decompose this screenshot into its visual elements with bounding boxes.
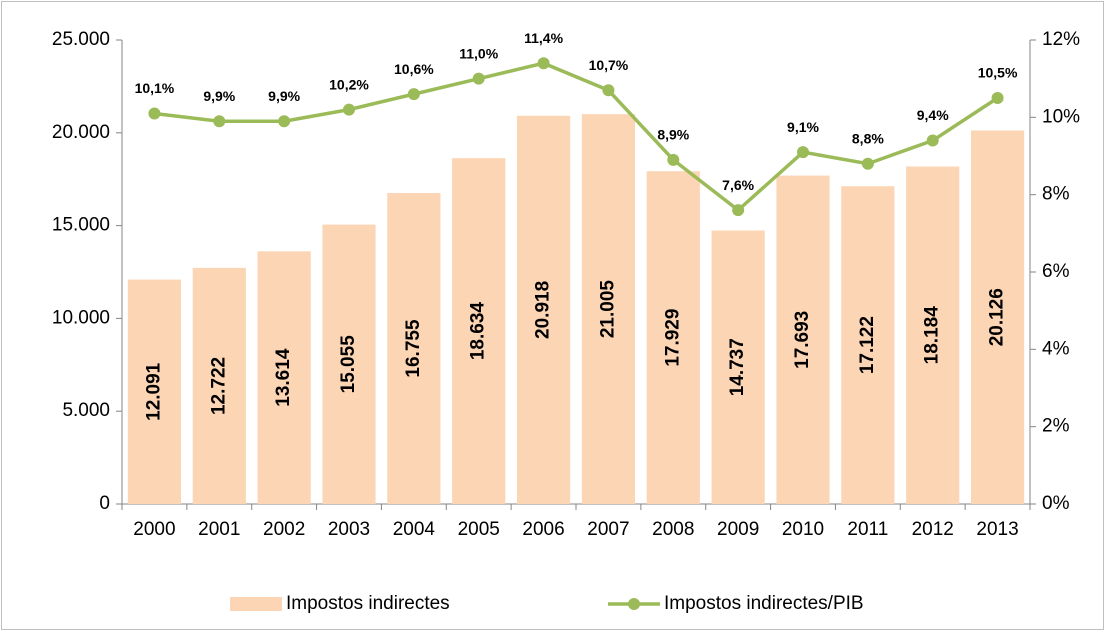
y-tick-label: 20.000 — [52, 122, 110, 143]
line-label: 9,9% — [268, 88, 300, 104]
x-tick-label: 2012 — [912, 519, 954, 540]
line-marker — [407, 88, 420, 101]
x-tick-label: 2011 — [847, 519, 888, 540]
y2-tick-label: 0% — [1042, 493, 1070, 514]
legend-swatch — [230, 597, 282, 611]
legend-label: Impostos indirectes — [286, 593, 450, 614]
line-marker — [213, 115, 226, 128]
line-marker — [667, 153, 680, 166]
line-marker — [602, 84, 615, 97]
bar — [257, 251, 311, 504]
y2-tick-label: 2% — [1042, 416, 1070, 437]
x-tick-label: 2004 — [393, 519, 436, 540]
line-label: 11,4% — [524, 30, 563, 46]
bar — [906, 166, 960, 505]
line-label: 9,1% — [787, 119, 819, 135]
x-tick-label: 2008 — [652, 519, 694, 540]
line-marker — [537, 57, 550, 70]
line-marker — [797, 146, 809, 159]
line-label: 10,1% — [135, 80, 175, 96]
y2-tick-label: 8% — [1042, 184, 1070, 205]
bar — [776, 175, 830, 504]
bar-label: 21.005 — [597, 280, 618, 339]
y2-tick-label: 12% — [1042, 29, 1080, 50]
bar-label: 13.614 — [273, 348, 294, 407]
line-label: 10,7% — [589, 57, 629, 73]
line-marker — [148, 107, 161, 120]
bar — [127, 279, 182, 504]
bar — [646, 171, 700, 504]
x-tick-label: 2007 — [587, 519, 629, 540]
line-label: 10,5% — [978, 65, 1018, 81]
legend-marker — [628, 598, 640, 610]
bar — [516, 115, 571, 505]
bar-label: 12.722 — [208, 357, 229, 415]
y-tick-label: 0 — [99, 493, 110, 514]
x-tick-label: 2000 — [133, 519, 175, 540]
bar — [581, 114, 636, 504]
line-label: 7,6% — [722, 177, 754, 193]
bar — [452, 158, 506, 504]
line-label: 9,4% — [917, 107, 949, 123]
line-label: 8,9% — [657, 127, 689, 143]
bar — [970, 130, 1025, 505]
y-tick-label: 15.000 — [52, 215, 110, 236]
y-tick-label: 25.000 — [52, 29, 110, 50]
line — [154, 61, 999, 213]
bar — [711, 230, 765, 505]
line-label: 9,9% — [203, 88, 235, 104]
bar-label: 20.918 — [533, 281, 554, 339]
bar-label: 18.634 — [468, 302, 489, 361]
bar-label: 15.055 — [338, 335, 359, 394]
x-tick-label: 2005 — [458, 519, 500, 540]
line-label: 10,2% — [329, 76, 369, 92]
line-marker — [732, 204, 745, 217]
x-tick-label: 2002 — [263, 519, 305, 540]
x-tick-label: 2010 — [782, 519, 824, 540]
line-marker — [926, 134, 939, 147]
x-tick-label: 2013 — [976, 519, 1018, 540]
x-tick-label: 2003 — [328, 519, 370, 540]
y2-tick-label: 4% — [1042, 338, 1070, 359]
bar-label: 17.122 — [857, 316, 878, 374]
x-tick-label: 2009 — [717, 519, 759, 540]
bar — [387, 193, 441, 504]
legend-label: Impostos indirectes/PIB — [664, 593, 864, 614]
y-tick-label: 10.000 — [52, 307, 110, 328]
line-marker — [343, 103, 355, 116]
x-tick-label: 2006 — [522, 519, 564, 540]
bar-label: 16.755 — [403, 319, 424, 378]
y2-tick-label: 10% — [1042, 106, 1080, 127]
bar-label: 12.091 — [143, 362, 164, 421]
line-marker — [278, 115, 291, 128]
bar-label: 18.184 — [922, 306, 943, 365]
y-tick-label: 5.000 — [62, 400, 110, 421]
x-tick-label: 2001 — [198, 519, 240, 540]
bar-label: 20.126 — [987, 288, 1008, 346]
line-label: 10,6% — [394, 61, 434, 77]
bar-label: 17.693 — [792, 311, 813, 369]
line-label: 8,8% — [852, 130, 884, 146]
bar — [322, 224, 376, 504]
line-marker — [991, 92, 1004, 104]
line-marker — [861, 157, 874, 170]
line-label: 11,0% — [459, 45, 498, 61]
bar-label: 14.737 — [727, 338, 748, 396]
bar-label: 17.929 — [662, 309, 683, 367]
y2-tick-label: 6% — [1042, 261, 1070, 282]
bar — [192, 267, 246, 504]
line-marker — [472, 72, 485, 85]
bar — [841, 186, 895, 504]
